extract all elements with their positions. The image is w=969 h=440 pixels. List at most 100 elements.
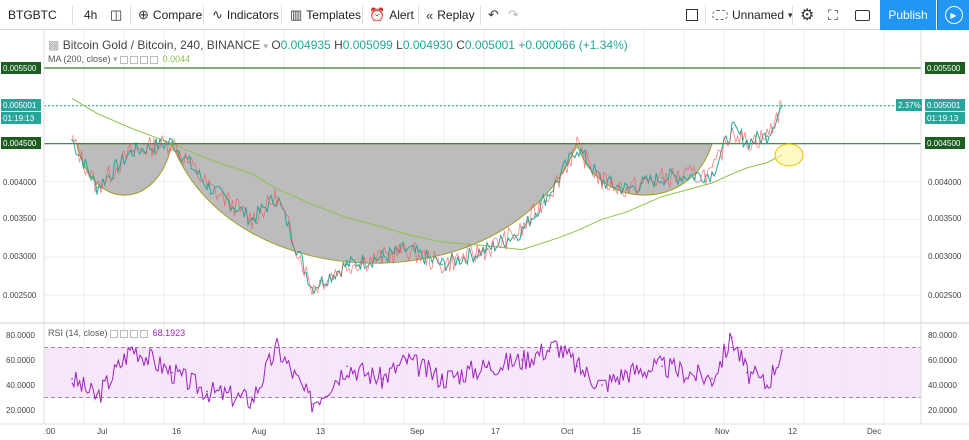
price-point (781, 105, 783, 107)
settings-icon[interactable] (120, 329, 129, 338)
camera-icon[interactable] (855, 9, 870, 21)
price-point (251, 218, 253, 221)
ytick-label: 0.002500 (928, 291, 962, 300)
compare-button[interactable]: ⊕ Compare (138, 0, 202, 30)
snapshot-button[interactable] (855, 0, 870, 30)
xtick-label: 15 (632, 427, 641, 436)
badge-text: 01:19:13 (927, 114, 959, 123)
fullscreen-button[interactable]: ⛶ (828, 0, 838, 30)
badge-bg (1, 137, 41, 149)
legend-dropdown-icon[interactable]: ▾ (263, 41, 268, 51)
layout-name[interactable]: Unnamed (732, 8, 785, 22)
rsi-point (781, 349, 783, 351)
settings-icon[interactable] (130, 55, 139, 64)
price-point (766, 135, 768, 137)
rsi-point (601, 384, 603, 386)
badge-bg (925, 62, 965, 74)
indicators-icon[interactable]: ∿ (212, 7, 223, 22)
layout-selector[interactable]: Unnamed ▾ (712, 0, 793, 30)
open-label: O (271, 38, 281, 52)
left-price-badges: 0.005500 0.005001 01:19:13 0.004500 (1, 62, 41, 149)
templates-button[interactable]: ▥ Templates (290, 0, 361, 30)
price-point (131, 150, 133, 153)
chart-type-button[interactable]: ◫ (110, 0, 122, 30)
legend-dropdown-icon[interactable]: ▾ (113, 54, 118, 64)
rsi-point (661, 365, 663, 368)
rsi-line (71, 332, 783, 413)
play-button[interactable]: ▶ (937, 0, 969, 30)
xtick-label: Dec (867, 427, 881, 436)
replay-button[interactable]: «Replay (426, 0, 475, 30)
rsi-point (206, 390, 208, 393)
rsi-point (626, 371, 628, 374)
chevron-down-icon[interactable]: ▾ (788, 9, 793, 20)
select-checkbox[interactable] (686, 0, 698, 30)
low-value: 0.004930 (402, 38, 453, 52)
fullscreen-icon[interactable]: ⛶ (828, 6, 838, 23)
templates-label[interactable]: Templates (306, 8, 361, 22)
redo-icon[interactable]: ↷ (508, 7, 519, 22)
symbol-label[interactable]: BTGBTC (8, 8, 57, 22)
play-icon[interactable]: ▶ (944, 6, 963, 24)
gear-icon[interactable]: ⚙ (800, 7, 815, 24)
indicators-label[interactable]: Indicators (226, 8, 279, 22)
alert-label[interactable]: Alert (389, 8, 414, 22)
price-point (381, 256, 383, 258)
interval-label[interactable]: 4h (84, 8, 98, 22)
more-icon[interactable] (150, 55, 159, 64)
rsi-label[interactable]: RSI (14, close) (48, 328, 108, 338)
xtick-label: Sep (410, 427, 425, 436)
rsi-point (406, 359, 408, 361)
settings-button[interactable]: ⚙ (800, 0, 814, 30)
eye-icon[interactable] (120, 55, 129, 64)
symbol-search[interactable]: BTGBTC (8, 0, 57, 30)
badge-text: 2.37% (898, 101, 921, 110)
indicators-button[interactable]: ∿ Indicators (212, 0, 279, 30)
more-icon[interactable] (140, 329, 149, 338)
publish-button[interactable]: Publish (880, 0, 936, 30)
rsi-point (731, 336, 733, 339)
ma-label[interactable]: MA (200, close) (48, 54, 111, 64)
price-point (171, 141, 173, 143)
badge-bg (1, 112, 41, 124)
top-toolbar: BTGBTC 4h ◫ ⊕ Compare ∿ Indicators ▥ Templa… (0, 0, 969, 30)
rsi-point (521, 359, 523, 361)
retest-highlight (774, 143, 804, 167)
price-point (71, 139, 73, 141)
plus-circle-icon[interactable]: ⊕ (138, 7, 149, 22)
rsi-point (346, 365, 348, 368)
close-label: C (456, 38, 465, 52)
price-line-bearish (71, 100, 783, 295)
templates-icon[interactable]: ▥ (290, 7, 303, 22)
badge-text: 0.005500 (3, 64, 37, 73)
undo-icon[interactable]: ↶ (488, 7, 499, 22)
rsi-point (766, 384, 768, 386)
alarm-clock-icon[interactable]: ⏰ (369, 7, 386, 22)
square-icon[interactable] (686, 9, 698, 21)
compare-label[interactable]: Compare (152, 8, 203, 22)
interval-button[interactable]: 4h (84, 0, 97, 30)
xtick-label: Oct (561, 427, 574, 436)
price-point (626, 188, 628, 190)
xtick-label: 16 (172, 427, 181, 436)
divider (130, 5, 131, 25)
legend-grip-icon[interactable]: ▩ (48, 38, 60, 52)
redo-button[interactable]: ↷ (508, 0, 519, 30)
alert-button[interactable]: ⏰ Alert (369, 0, 414, 30)
low-label: L (396, 38, 403, 52)
badge-bg (1, 62, 41, 74)
rsi-point (556, 344, 558, 346)
eye-icon[interactable] (110, 329, 119, 338)
badge-text: 0.004500 (927, 139, 961, 148)
replay-label[interactable]: Replay (437, 8, 475, 22)
high-label: H (334, 38, 343, 52)
undo-button[interactable]: ↶ (488, 0, 499, 30)
price-chart[interactable]: 0.004000 0.003500 0.003000 0.002500 0.00… (0, 30, 969, 440)
close-icon[interactable] (130, 329, 139, 338)
cloud-icon[interactable] (712, 10, 728, 20)
legend-title[interactable]: Bitcoin Gold / Bitcoin, 240, BINANCE (62, 38, 261, 52)
rewind-icon[interactable]: « (426, 7, 434, 23)
publish-label[interactable]: Publish (888, 8, 928, 22)
close-icon[interactable] (140, 55, 149, 64)
candles-icon[interactable]: ◫ (110, 7, 123, 22)
